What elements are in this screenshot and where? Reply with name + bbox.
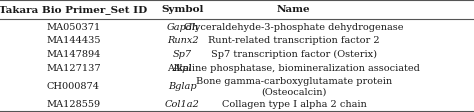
Text: MA147894: MA147894 (46, 50, 100, 59)
Text: Glyceraldehyde-3-phosphate dehydrogenase: Glyceraldehyde-3-phosphate dehydrogenase (184, 23, 404, 31)
Text: Name: Name (277, 5, 310, 14)
Text: MA144435: MA144435 (46, 36, 100, 45)
Text: Sp7 transcription factor (Osterix): Sp7 transcription factor (Osterix) (211, 50, 377, 59)
Text: Collagen type I alpha 2 chain: Collagen type I alpha 2 chain (221, 100, 366, 109)
Text: Bone gamma-carboxyglutamate protein
(Osteocalcin): Bone gamma-carboxyglutamate protein (Ost… (196, 76, 392, 96)
Text: Symbol: Symbol (161, 5, 204, 14)
Text: Alkaline phosphatase, biomineralization associated: Alkaline phosphatase, biomineralization … (167, 63, 420, 72)
Text: Sp7: Sp7 (173, 50, 192, 59)
Text: Alpl: Alpl (173, 63, 192, 72)
Text: Gapdh: Gapdh (166, 23, 199, 31)
Text: Runx2: Runx2 (167, 36, 198, 45)
Text: MA127137: MA127137 (46, 63, 101, 72)
Text: Runt-related transcription factor 2: Runt-related transcription factor 2 (208, 36, 380, 45)
Text: CH000874: CH000874 (47, 82, 100, 90)
Text: Takara Bio Primer_Set ID: Takara Bio Primer_Set ID (0, 5, 147, 14)
Text: Col1a2: Col1a2 (165, 100, 200, 109)
Text: MA050371: MA050371 (46, 23, 100, 31)
Text: MA128559: MA128559 (46, 100, 100, 109)
Text: Bglap: Bglap (168, 82, 197, 90)
